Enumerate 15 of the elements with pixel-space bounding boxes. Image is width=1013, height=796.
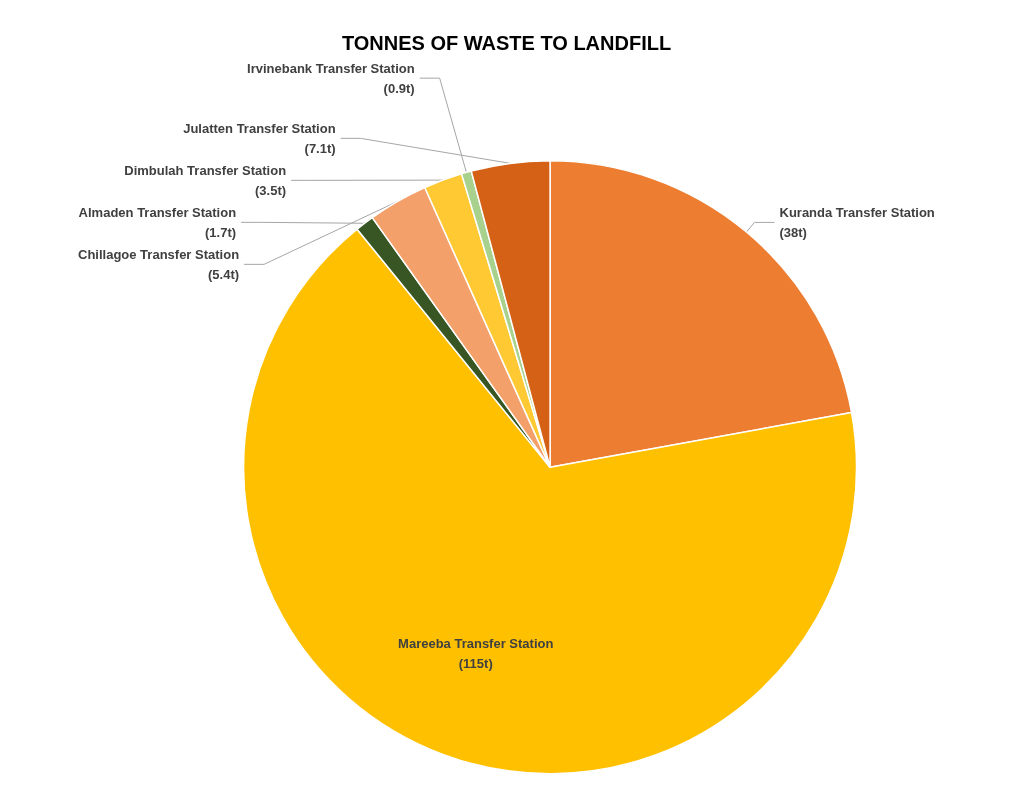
data-label: (7.1t) [304, 140, 336, 156]
data-label: (5.4t) [208, 266, 240, 282]
data-label: (0.9t) [383, 80, 415, 96]
data-label: (3.5t) [255, 182, 287, 198]
slice-label: Julatten Transfer Station [183, 120, 336, 136]
slice-label: Almaden Transfer Station [78, 204, 237, 220]
data-label: (1.7t) [205, 224, 237, 240]
slice-label: Dimbulah Transfer Station [124, 162, 287, 178]
slice-label: Irvinebank Transfer Station [247, 60, 415, 76]
slice-label: Mareeba Transfer Station [398, 636, 554, 652]
slice-label: Kuranda Transfer Station [779, 204, 935, 220]
slice-label: Chillagoe Transfer Station [78, 246, 240, 262]
chart-title: TONNES OF WASTE TO LANDFILL [341, 32, 672, 54]
data-label: (38t) [779, 224, 807, 240]
data-label: (115t) [458, 656, 493, 672]
